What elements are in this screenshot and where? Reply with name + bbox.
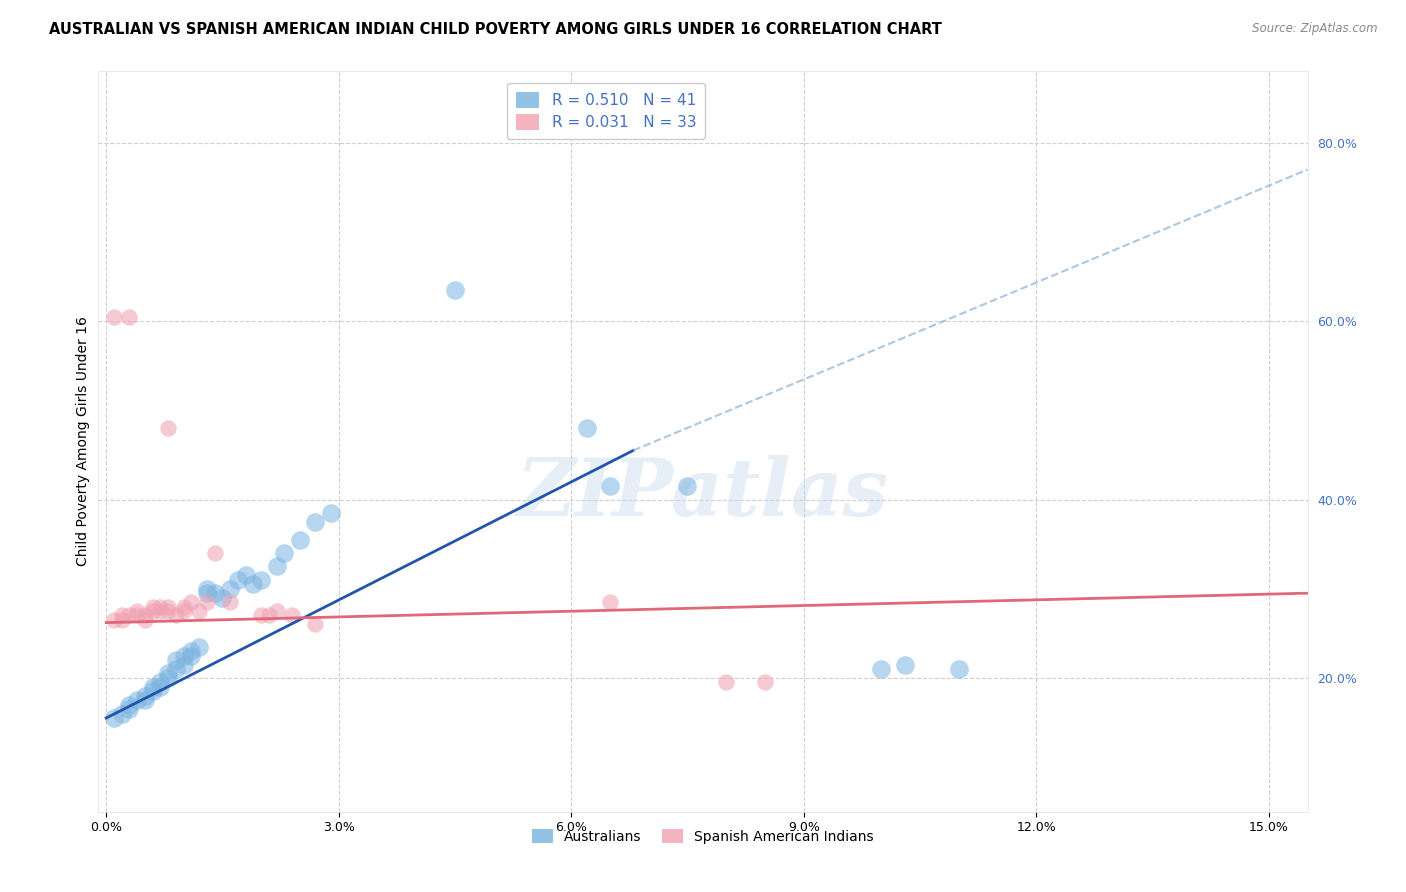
- Point: [173, 657, 195, 672]
- Point: [242, 577, 264, 591]
- Text: ZIPatlas: ZIPatlas: [517, 455, 889, 533]
- Point: [893, 657, 915, 672]
- Point: [173, 648, 195, 663]
- Point: [226, 573, 249, 587]
- Point: [111, 608, 134, 623]
- Point: [676, 479, 699, 493]
- Legend: Australians, Spanish American Indians: Australians, Spanish American Indians: [526, 823, 880, 849]
- Point: [273, 546, 295, 560]
- Point: [250, 608, 273, 623]
- Y-axis label: Child Poverty Among Girls Under 16: Child Poverty Among Girls Under 16: [76, 317, 90, 566]
- Point: [134, 693, 156, 707]
- Text: AUSTRALIAN VS SPANISH AMERICAN INDIAN CHILD POVERTY AMONG GIRLS UNDER 16 CORRELA: AUSTRALIAN VS SPANISH AMERICAN INDIAN CH…: [49, 22, 942, 37]
- Point: [127, 604, 149, 618]
- Point: [266, 604, 288, 618]
- Point: [149, 680, 172, 694]
- Point: [195, 582, 218, 596]
- Point: [118, 698, 141, 712]
- Point: [173, 599, 195, 614]
- Point: [219, 582, 242, 596]
- Point: [142, 684, 165, 698]
- Point: [599, 479, 621, 493]
- Point: [103, 613, 125, 627]
- Point: [180, 648, 202, 663]
- Point: [180, 644, 202, 658]
- Point: [195, 586, 218, 600]
- Point: [257, 608, 280, 623]
- Point: [180, 595, 202, 609]
- Point: [118, 310, 141, 324]
- Point: [444, 283, 467, 297]
- Point: [304, 617, 326, 632]
- Point: [149, 599, 172, 614]
- Point: [157, 599, 180, 614]
- Point: [211, 591, 233, 605]
- Point: [948, 662, 970, 676]
- Point: [266, 559, 288, 574]
- Point: [219, 595, 242, 609]
- Point: [149, 675, 172, 690]
- Point: [188, 604, 211, 618]
- Point: [204, 546, 226, 560]
- Point: [173, 604, 195, 618]
- Point: [599, 595, 621, 609]
- Text: Source: ZipAtlas.com: Source: ZipAtlas.com: [1253, 22, 1378, 36]
- Point: [204, 586, 226, 600]
- Point: [118, 608, 141, 623]
- Point: [304, 515, 326, 529]
- Point: [281, 608, 304, 623]
- Point: [157, 666, 180, 681]
- Point: [319, 506, 342, 520]
- Point: [111, 706, 134, 721]
- Point: [165, 608, 187, 623]
- Point: [103, 310, 125, 324]
- Point: [754, 675, 776, 690]
- Point: [134, 689, 156, 703]
- Point: [142, 604, 165, 618]
- Point: [103, 711, 125, 725]
- Point: [118, 702, 141, 716]
- Point: [195, 595, 218, 609]
- Point: [157, 604, 180, 618]
- Point: [250, 573, 273, 587]
- Point: [127, 693, 149, 707]
- Point: [288, 533, 311, 547]
- Point: [716, 675, 738, 690]
- Point: [188, 640, 211, 654]
- Point: [165, 653, 187, 667]
- Point: [870, 662, 893, 676]
- Point: [142, 599, 165, 614]
- Point: [134, 613, 156, 627]
- Point: [165, 662, 187, 676]
- Point: [149, 604, 172, 618]
- Point: [157, 671, 180, 685]
- Point: [157, 421, 180, 435]
- Point: [575, 421, 598, 435]
- Point: [235, 568, 257, 582]
- Point: [127, 608, 149, 623]
- Point: [134, 608, 156, 623]
- Point: [142, 680, 165, 694]
- Point: [111, 613, 134, 627]
